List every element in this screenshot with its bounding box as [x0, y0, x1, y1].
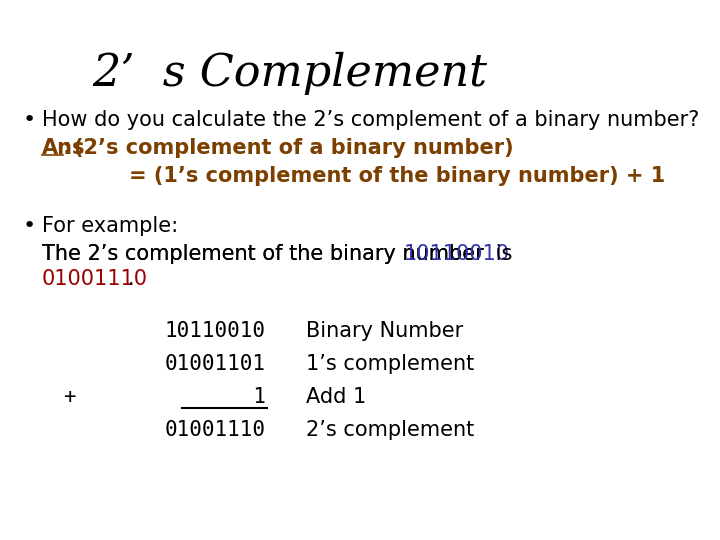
Text: Add 1: Add 1: [306, 387, 366, 407]
Text: Binary Number: Binary Number: [306, 321, 464, 341]
Text: •: •: [22, 110, 36, 130]
Text: The 2’s complement of the binary number: The 2’s complement of the binary number: [42, 244, 490, 264]
Text: 2’  s Complement: 2’ s Complement: [93, 52, 487, 95]
Text: = (1’s complement of the binary number) + 1: = (1’s complement of the binary number) …: [129, 166, 665, 186]
Text: .: .: [127, 269, 134, 289]
Text: 1’s complement: 1’s complement: [306, 354, 474, 374]
Text: Ans: Ans: [42, 138, 86, 158]
Text: 01001101: 01001101: [165, 354, 266, 374]
Text: The 2’s complement of the binary number: The 2’s complement of the binary number: [42, 244, 490, 264]
Text: +              1: + 1: [64, 387, 266, 407]
Text: •: •: [22, 216, 36, 236]
Text: For example:: For example:: [42, 216, 178, 236]
Text: :: :: [63, 138, 86, 158]
Text: is: is: [489, 244, 512, 264]
Text: 10110010: 10110010: [165, 321, 266, 341]
Text: 2’s complement: 2’s complement: [306, 420, 474, 440]
Text: 10110010: 10110010: [403, 244, 509, 264]
Text: 01001110: 01001110: [165, 420, 266, 440]
Text: (2’s complement of a binary number): (2’s complement of a binary number): [74, 138, 514, 158]
Text: How do you calculate the 2’s complement of a binary number?: How do you calculate the 2’s complement …: [42, 110, 699, 130]
Text: 01001110: 01001110: [42, 269, 148, 289]
